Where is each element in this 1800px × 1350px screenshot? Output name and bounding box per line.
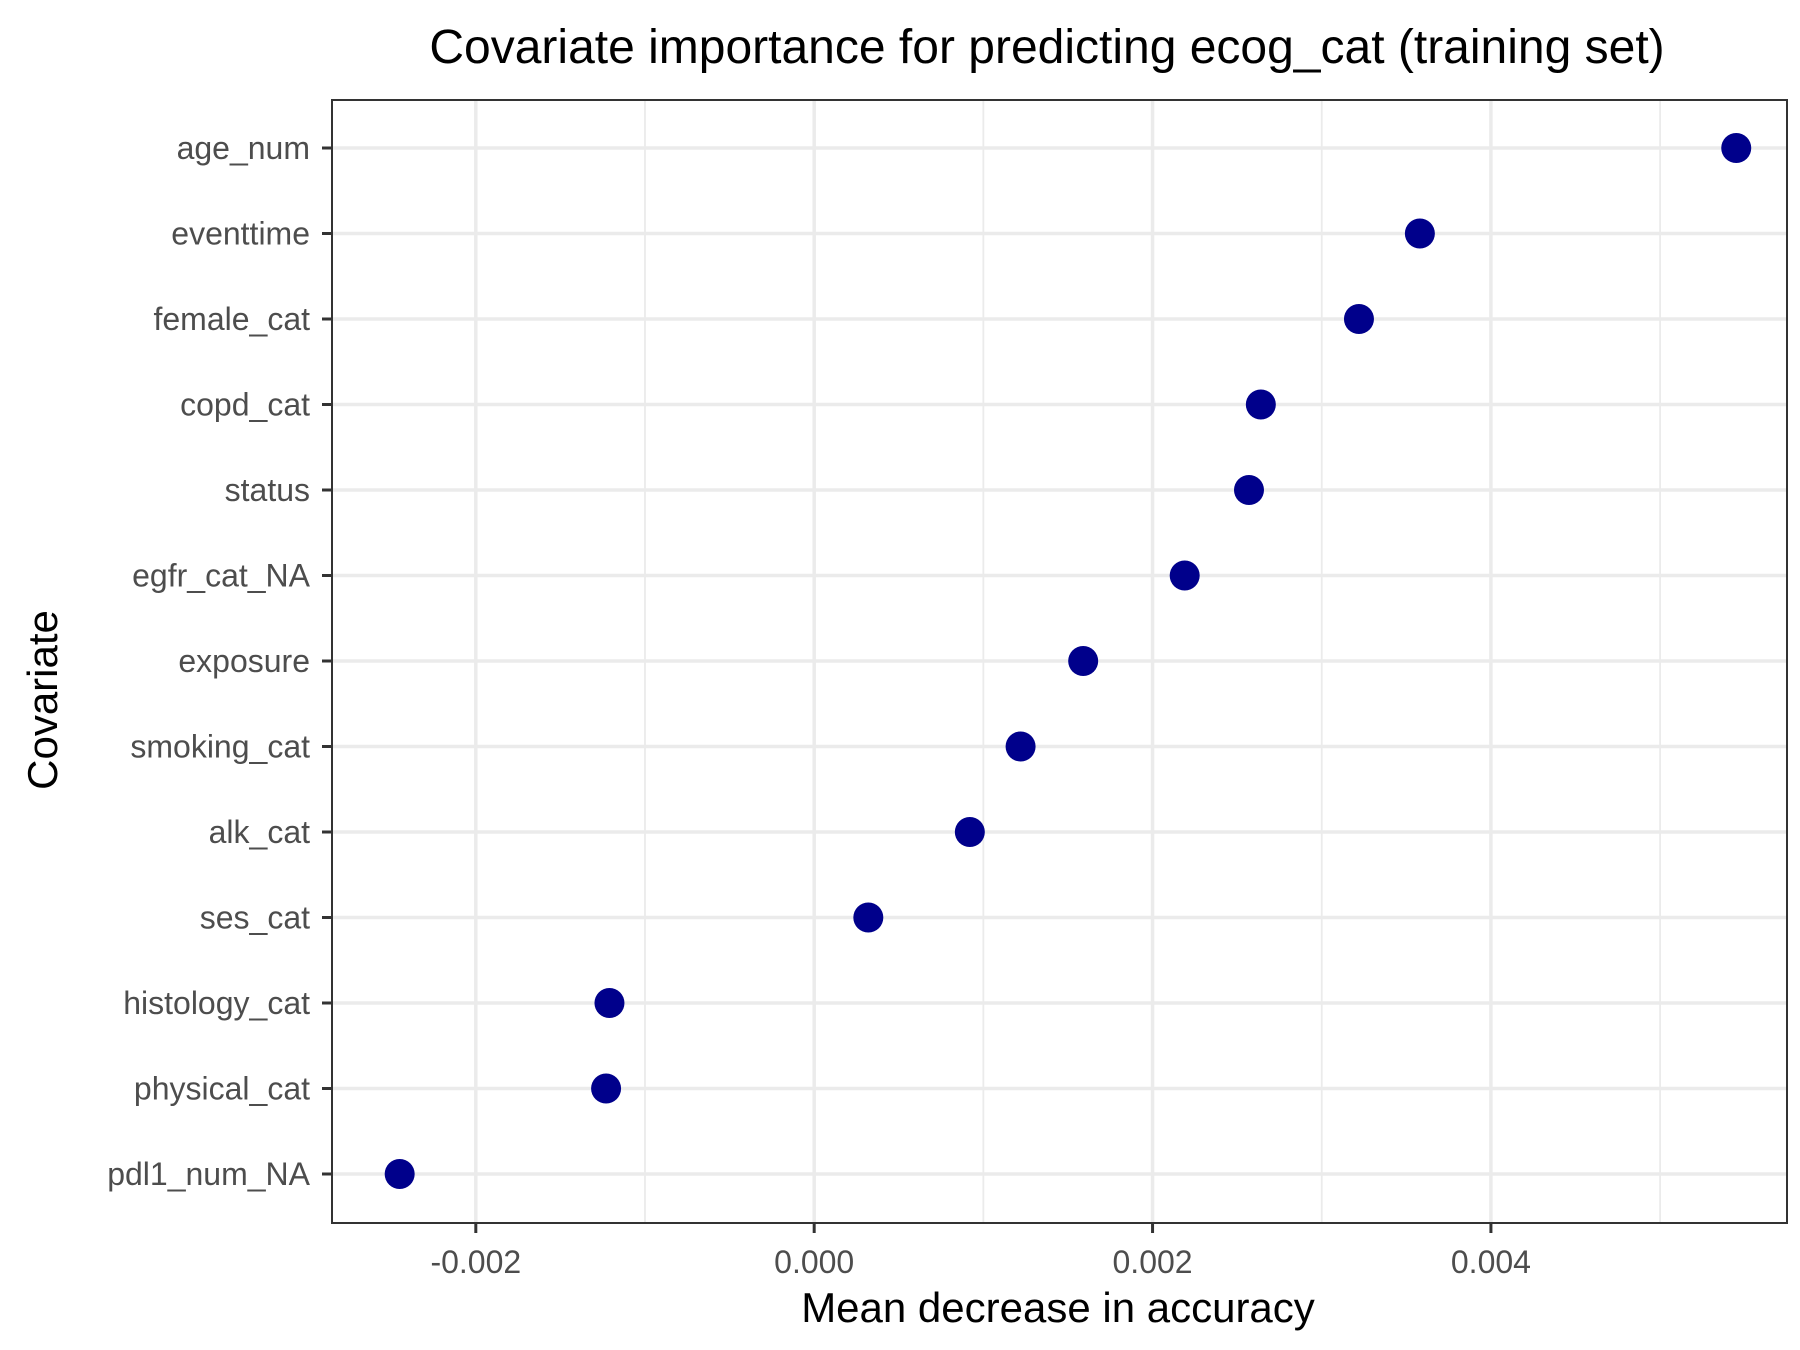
- y-tick-label: histology_cat: [123, 985, 310, 1021]
- data-point-eventtime: [1404, 218, 1435, 249]
- y-tick-label: smoking_cat: [130, 729, 310, 765]
- data-point-status: [1233, 475, 1264, 505]
- chart-title: Covariate importance for predicting ecog…: [429, 21, 1664, 74]
- data-point-physical-cat: [591, 1073, 622, 1104]
- y-axis-title: Covariate: [19, 610, 66, 790]
- y-tick-label: eventtime: [171, 216, 310, 252]
- data-point-copd-cat: [1245, 389, 1276, 420]
- data-points: [384, 133, 1752, 1189]
- y-tick-label: copd_cat: [180, 387, 310, 423]
- y-tick-label: physical_cat: [134, 1071, 310, 1107]
- x-tick-label: 0.002: [1113, 1244, 1193, 1280]
- x-tick-label: 0.000: [774, 1244, 854, 1280]
- axis-ticks: [322, 146, 1493, 1233]
- y-tick-label: status: [225, 472, 310, 508]
- y-tick-label: ses_cat: [200, 900, 310, 936]
- y-tick-label: female_cat: [153, 301, 310, 337]
- data-point-pdl1-num-na: [384, 1159, 415, 1189]
- y-tick-label: egfr_cat_NA: [132, 558, 311, 594]
- data-point-egfr-cat-na: [1169, 560, 1200, 591]
- data-point-age-num: [1721, 133, 1752, 163]
- data-point-ses-cat: [853, 902, 884, 933]
- y-tick-label: alk_cat: [209, 814, 311, 850]
- y-tick-label: exposure: [178, 643, 310, 679]
- tick-labels: -0.002 0.000 0.002 0.004 age_num eventtime fem…: [107, 130, 1531, 1280]
- data-point-histology-cat: [594, 988, 625, 1018]
- x-axis-title: Mean decrease in accuracy: [801, 1284, 1315, 1331]
- grid-layer: [332, 100, 1787, 1223]
- y-tick-label: age_num: [177, 130, 310, 166]
- y-tick-label: pdl1_num_NA: [107, 1156, 310, 1192]
- data-point-alk-cat: [954, 817, 985, 847]
- x-tick-label: 0.004: [1451, 1244, 1531, 1280]
- x-tick-label: -0.002: [430, 1244, 521, 1280]
- data-point-female-cat: [1343, 304, 1374, 334]
- data-point-smoking-cat: [1005, 731, 1036, 762]
- data-point-exposure: [1068, 646, 1099, 676]
